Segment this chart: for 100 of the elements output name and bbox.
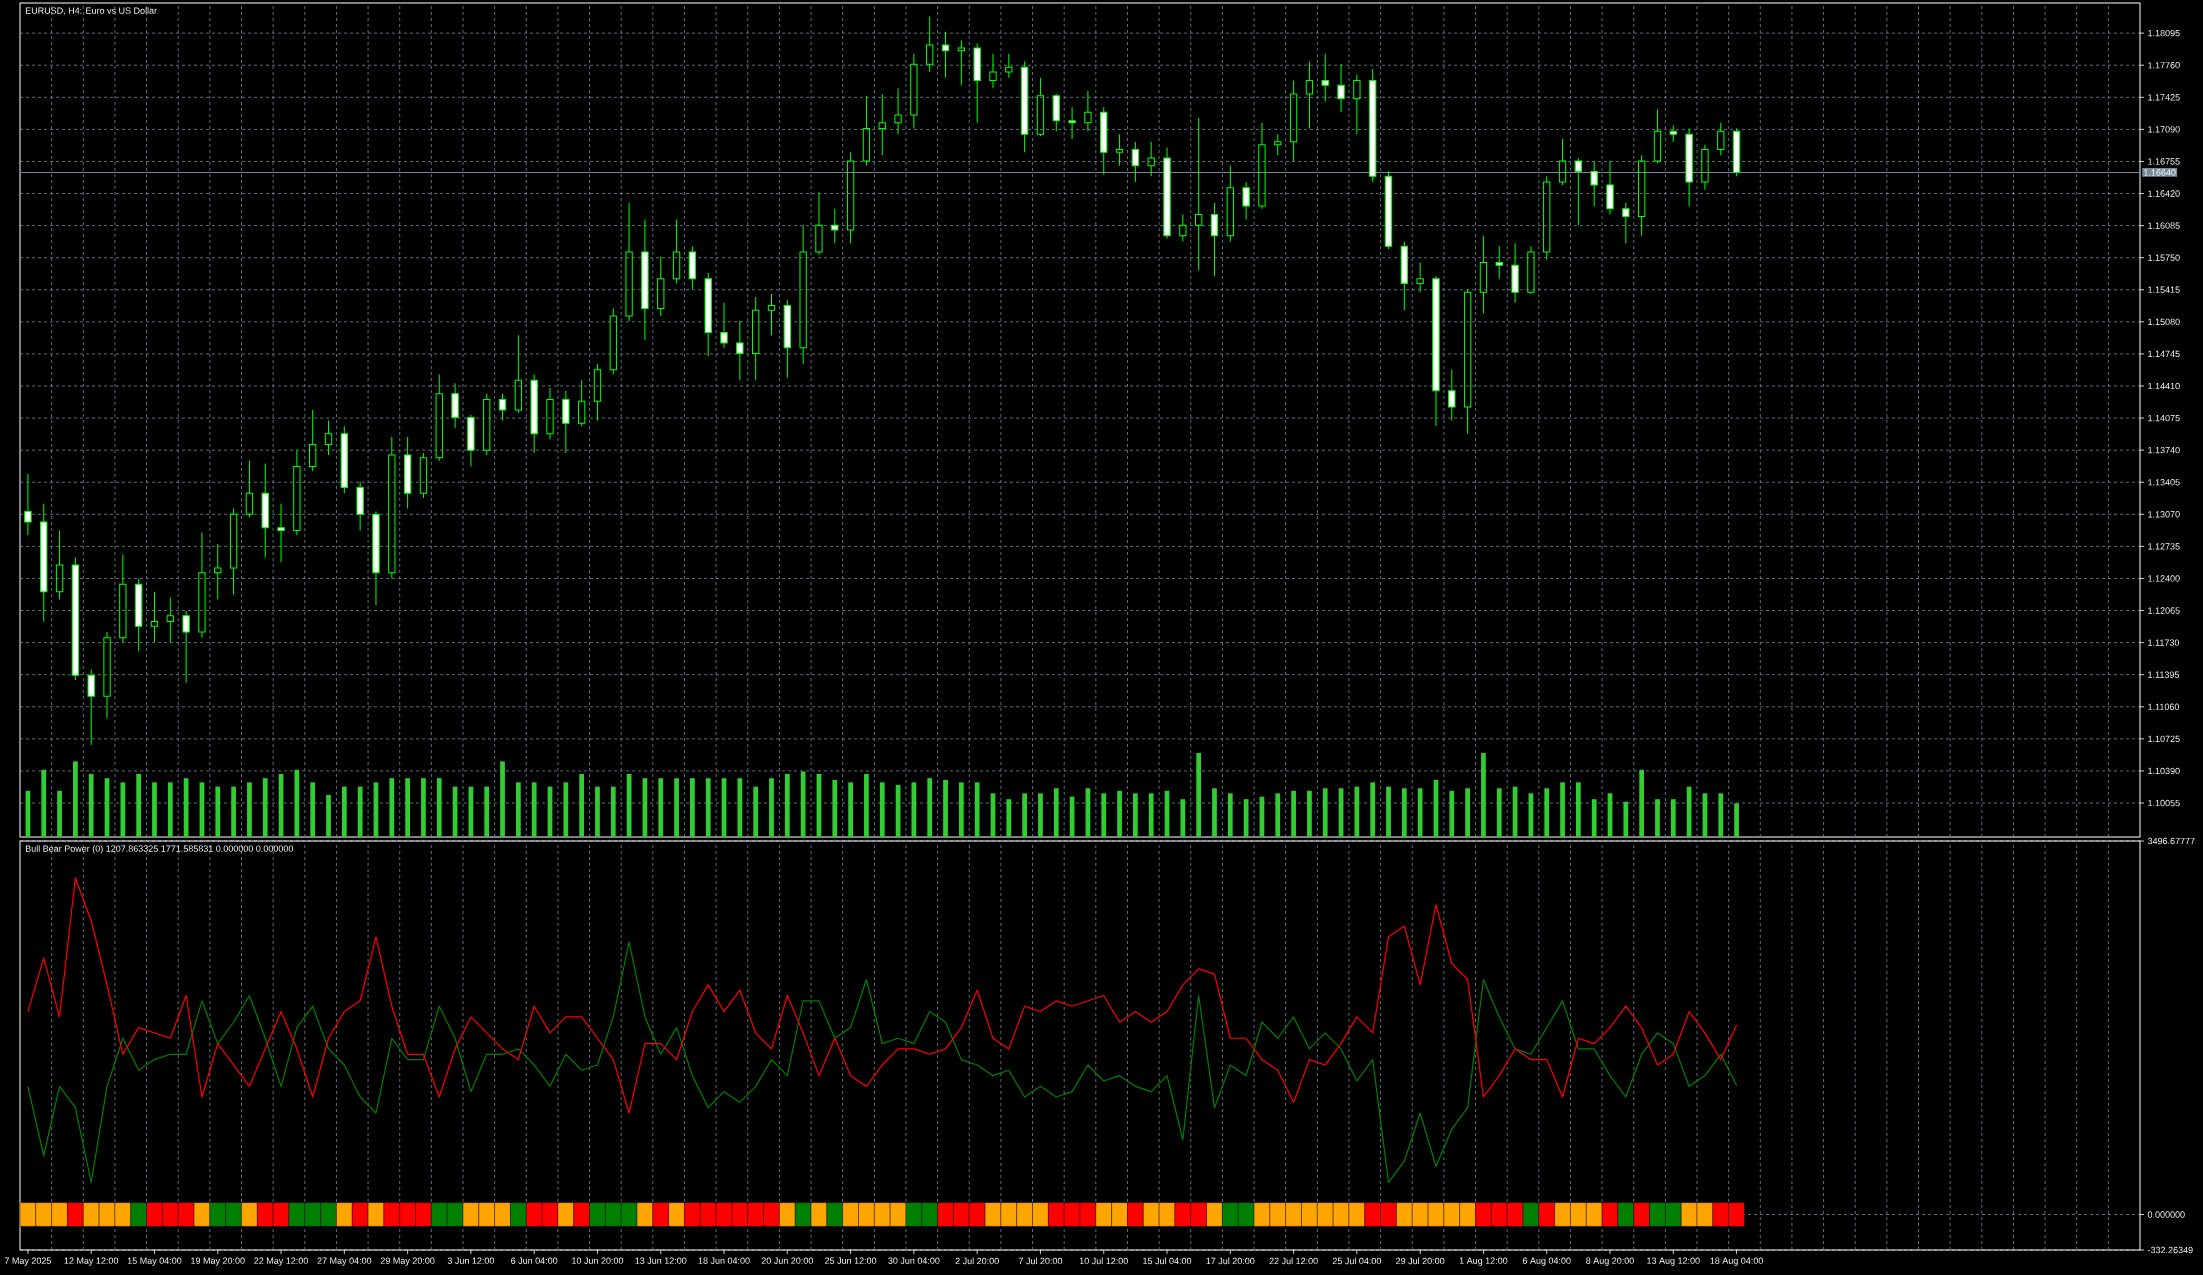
- y-tick-label: 1.11730: [2148, 639, 2180, 646]
- candlestick: [1100, 106, 1108, 175]
- candlestick: [767, 293, 776, 336]
- bar: [357, 786, 363, 837]
- candlestick: [688, 245, 697, 290]
- bar: [1417, 788, 1423, 837]
- candlestick: [1084, 90, 1092, 132]
- candlestick: [1305, 60, 1314, 129]
- candlestick: [55, 530, 64, 601]
- candlestick: [1052, 93, 1060, 132]
- candlestick: [1479, 235, 1488, 314]
- bar: [1544, 788, 1550, 837]
- x-tick-label: 8 Aug 20:00: [1586, 1257, 1634, 1266]
- ref-line-label: 1.16640: [2144, 169, 2176, 176]
- candlestick: [609, 307, 617, 376]
- y-tick-label: 1.17425: [2148, 94, 2180, 101]
- candlestick: [1147, 141, 1155, 177]
- candlestick: [451, 382, 459, 429]
- candlestick: [24, 473, 32, 536]
- candlestick: [372, 510, 380, 606]
- candlestick: [182, 610, 190, 684]
- bar: [167, 782, 173, 837]
- bar: [120, 782, 126, 837]
- bar: [1038, 793, 1043, 837]
- bar: [1591, 799, 1597, 837]
- bar: [262, 778, 268, 837]
- y-tick-label: 1.13740: [2148, 446, 2180, 454]
- y-tick-label: 1.10390: [2148, 767, 2180, 775]
- y-tick-label: 1.14075: [2148, 414, 2180, 422]
- bar: [247, 782, 252, 837]
- candlestick: [1606, 160, 1614, 216]
- candlestick: [1020, 60, 1029, 153]
- bar: [436, 778, 442, 837]
- y-tick-label: 1.15080: [2148, 318, 2180, 326]
- candlestick: [1337, 63, 1345, 113]
- bar: [421, 778, 426, 837]
- y-tick-label: 1.12400: [2148, 575, 2180, 582]
- bar: [1307, 790, 1312, 837]
- candlestick: [1463, 288, 1472, 435]
- y-tick-label: 1.12735: [2148, 543, 2180, 550]
- bar: [531, 782, 537, 837]
- candlestick: [309, 409, 317, 472]
- bar: [690, 778, 695, 837]
- candlestick: [1036, 77, 1045, 137]
- candlestick: [166, 597, 174, 644]
- candlestick: [1717, 122, 1725, 156]
- x-tick-label: 10 Jul 12:00: [1079, 1257, 1128, 1265]
- candlestick: [1321, 53, 1329, 103]
- bar: [927, 778, 933, 837]
- y-tick-label: -332.26349: [2147, 1246, 2193, 1254]
- bar: [1022, 793, 1027, 837]
- candlestick: [1527, 245, 1535, 295]
- candlestick: [1242, 181, 1250, 220]
- candlestick: [261, 463, 269, 558]
- candlestick: [957, 39, 966, 86]
- candlestick: [894, 87, 902, 135]
- bar: [1496, 788, 1502, 837]
- x-tick-label: 10 Jun 20:00: [572, 1257, 624, 1264]
- x-tick-label: 18 Jun 04:00: [698, 1257, 750, 1264]
- bar: [784, 774, 790, 837]
- bar: [341, 786, 347, 837]
- bar: [800, 771, 806, 837]
- candlestick: [641, 218, 649, 341]
- bar: [57, 790, 62, 837]
- bar: [610, 786, 616, 837]
- candlestick: [926, 15, 934, 73]
- candlestick: [1653, 108, 1662, 164]
- x-tick-label: 18 Aug 04:00: [1710, 1257, 1763, 1266]
- bar: [231, 786, 236, 837]
- bar: [215, 786, 221, 837]
- candlestick: [1558, 138, 1567, 186]
- bar: [1465, 788, 1470, 837]
- bar: [579, 774, 585, 837]
- bar: [405, 778, 410, 837]
- bar: [1560, 782, 1565, 837]
- bar: [769, 778, 774, 837]
- candlestick: [562, 390, 570, 454]
- candlestick: [783, 299, 791, 378]
- candlestick: [277, 503, 285, 563]
- x-tick-label: 22 Jul 12:00: [1269, 1257, 1318, 1265]
- candlestick: [1210, 202, 1219, 277]
- candlestick: [150, 591, 159, 644]
- bar: [1006, 799, 1012, 837]
- x-tick-label: 25 Jun 12:00: [825, 1257, 877, 1264]
- candlestick: [1622, 202, 1630, 244]
- bar: [974, 782, 980, 837]
- candlestick: [340, 425, 348, 494]
- candlestick: [40, 503, 48, 623]
- bar: [136, 774, 142, 837]
- candlestick: [356, 481, 364, 532]
- candlestick: [514, 334, 523, 414]
- candlestick: [1005, 53, 1013, 79]
- bar: [1386, 786, 1391, 837]
- y-tick-label: 1.12065: [2148, 607, 2180, 614]
- y-tick-label: 1.15750: [2148, 254, 2180, 261]
- x-tick-label: 15 Jul 04:00: [1143, 1257, 1192, 1265]
- bar: [389, 778, 395, 837]
- bar: [1734, 803, 1739, 837]
- y-tick-label: 3496.67777: [2147, 837, 2195, 845]
- bar: [152, 782, 157, 837]
